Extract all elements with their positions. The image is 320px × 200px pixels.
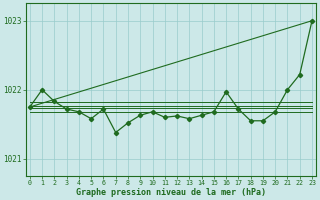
X-axis label: Graphe pression niveau de la mer (hPa): Graphe pression niveau de la mer (hPa) [76, 188, 266, 197]
